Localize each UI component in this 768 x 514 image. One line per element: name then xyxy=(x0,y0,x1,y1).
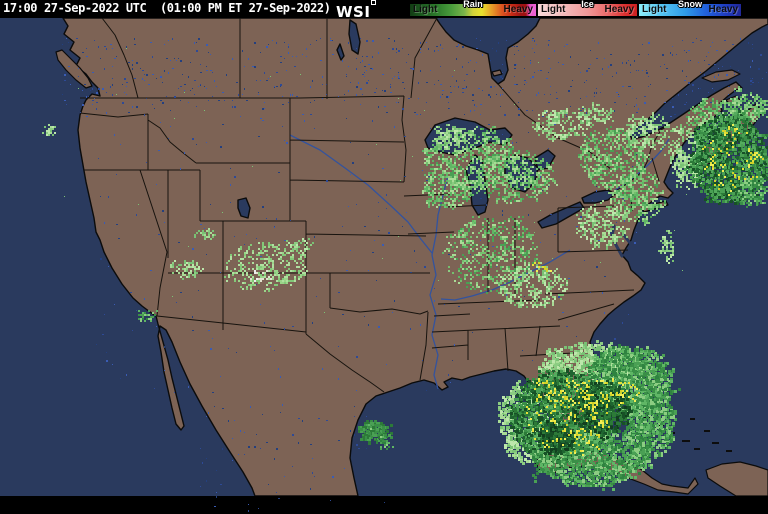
legend-bar-snow: Snow Light Heavy xyxy=(639,0,741,16)
legend-bar-rain: Rain Light Heavy xyxy=(410,0,536,16)
timestamp-text: 17:00 27-Sep-2022 UTC (01:00 PM ET 27-Se… xyxy=(3,1,331,15)
header-bar: 17:00 27-Sep-2022 UTC (01:00 PM ET 27-Se… xyxy=(0,0,768,21)
radar-echo-canvas xyxy=(0,18,768,514)
legend-bar-ice: Ice Light Heavy xyxy=(538,0,637,16)
legend-title-ice: Ice xyxy=(581,0,594,9)
snow-heavy-label: Heavy xyxy=(708,4,738,15)
ice-light-label: Light xyxy=(541,4,566,15)
wsi-logo-text: WSI xyxy=(336,3,371,21)
legend-title-snow: Snow xyxy=(678,0,702,9)
legend-title-rain: Rain xyxy=(463,0,483,9)
snow-light-label: Light xyxy=(642,4,667,15)
precip-legend: Rain Light Heavy Ice Light Heavy Snow Li… xyxy=(410,0,741,18)
rain-light-label: Light xyxy=(413,4,438,15)
rain-heavy-label: Heavy xyxy=(503,4,533,15)
wsi-logo: WSI xyxy=(336,0,377,21)
radar-map xyxy=(0,18,768,514)
wsi-logo-mark xyxy=(371,0,377,5)
ice-heavy-label: Heavy xyxy=(604,4,634,15)
